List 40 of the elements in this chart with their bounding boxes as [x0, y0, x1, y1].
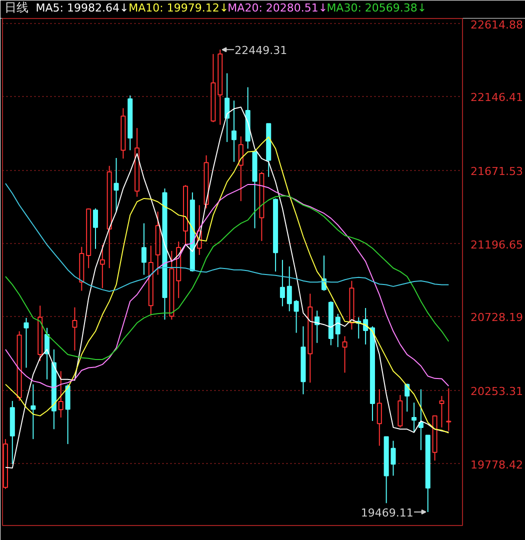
text: MA5: 19982.64↓ — [36, 2, 129, 14]
chart-title: 日线 — [4, 0, 28, 14]
candlestick — [224, 72, 230, 142]
candlestick — [446, 388, 452, 432]
candlestick — [286, 266, 292, 312]
candlestick — [72, 306, 78, 351]
candlestick — [30, 384, 36, 440]
candlestick — [58, 370, 64, 418]
y-tick-label: 21196.65 — [470, 238, 523, 252]
candlestick — [439, 395, 444, 428]
y-tick-label: 21671.53 — [470, 164, 523, 178]
candlestick — [141, 222, 146, 276]
candlestick — [92, 208, 98, 250]
line-series — [4, 182, 450, 292]
candlestick — [335, 313, 340, 348]
candlestick — [238, 136, 244, 202]
y-tick-label: 22614.88 — [470, 18, 523, 32]
candlestick — [231, 100, 236, 162]
annotation: 19469.11 — [360, 506, 414, 520]
y-tick-label: 22146.41 — [470, 91, 523, 104]
candlestick — [100, 244, 105, 289]
y-tick-label: 20253.31 — [470, 384, 523, 398]
line-series — [4, 195, 450, 360]
text: MA20: 20280.51↓ — [228, 2, 328, 14]
line-series — [4, 184, 450, 388]
candlestick — [418, 388, 424, 451]
candlestick — [114, 157, 119, 212]
y-tick-label: 19778.42 — [470, 458, 523, 472]
candlestick — [24, 317, 29, 368]
y-tick-label: 20728.19 — [470, 311, 523, 324]
candlestick — [294, 300, 299, 334]
text: MA10: 19979.12↓ — [128, 2, 229, 14]
candlestick — [412, 402, 417, 433]
candlestick — [65, 384, 70, 445]
candlestick — [280, 259, 285, 307]
line-series — [4, 136, 450, 434]
candlestick — [376, 388, 382, 446]
annotation: 22449.31 — [234, 44, 288, 58]
text: MA30: 20569.38↓ — [326, 2, 427, 14]
candlestick — [342, 336, 348, 374]
